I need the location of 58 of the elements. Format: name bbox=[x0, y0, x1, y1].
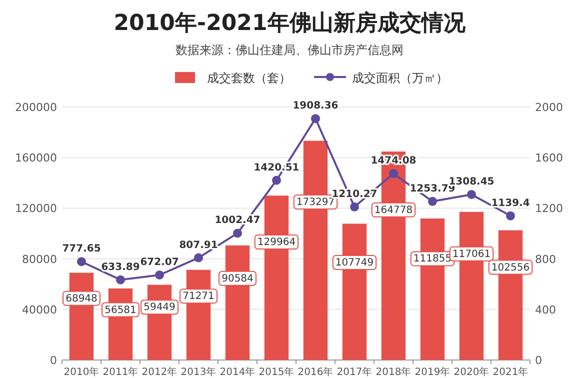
point bbox=[467, 190, 476, 199]
data-label: 807.91 bbox=[179, 240, 218, 251]
data-label: 102556 bbox=[491, 262, 530, 274]
data-label: 672.07 bbox=[140, 256, 179, 268]
point bbox=[155, 270, 164, 280]
y-tick-label: 120000 bbox=[15, 202, 57, 216]
data-label: 129964 bbox=[257, 236, 296, 248]
y-tick-label: 40000 bbox=[22, 303, 57, 316]
data-label: 777.65 bbox=[62, 244, 101, 255]
x-tick-label: 2015年 bbox=[258, 366, 294, 378]
data-label: 107749 bbox=[335, 258, 374, 268]
legend-label: 成交面积（万㎡） bbox=[352, 71, 448, 85]
x-tick-label: 2011年 bbox=[102, 366, 138, 378]
y-tick-label: 160000 bbox=[15, 152, 57, 165]
data-label: 173297 bbox=[296, 196, 335, 208]
x-tick-label: 2018年 bbox=[376, 366, 412, 378]
x-tick-label: 2014年 bbox=[220, 366, 256, 378]
data-label: 111855 bbox=[413, 254, 452, 265]
data-label: 68948 bbox=[66, 293, 98, 304]
point bbox=[233, 228, 242, 238]
legend-label: 成交套数（套） bbox=[207, 71, 291, 85]
point bbox=[272, 176, 281, 185]
point bbox=[389, 169, 398, 178]
data-label: 56581 bbox=[104, 304, 136, 316]
x-tick-label: 2010年 bbox=[64, 366, 100, 378]
y2-tick-label: 1600 bbox=[535, 152, 563, 165]
point bbox=[194, 253, 203, 262]
x-tick-label: 2017年 bbox=[336, 366, 372, 378]
x-tick-label: 2013年 bbox=[180, 366, 216, 378]
point bbox=[311, 114, 320, 124]
x-tick-label: 2021年 bbox=[492, 366, 528, 378]
point bbox=[77, 257, 86, 266]
x-tick-label: 2020年 bbox=[454, 366, 490, 378]
data-label: 59449 bbox=[144, 302, 176, 314]
chart-title: 2010年-2021年佛山新房成交情况 bbox=[114, 10, 466, 36]
y2-tick-label: 1200 bbox=[535, 202, 563, 216]
x-tick-label: 2019年 bbox=[414, 366, 450, 378]
point bbox=[350, 202, 359, 212]
data-label: 1908.36 bbox=[292, 100, 338, 112]
data-label: 1139.4 bbox=[491, 198, 530, 209]
y2-tick-label: 800 bbox=[535, 252, 556, 266]
point bbox=[506, 211, 515, 220]
y2-tick-label: 400 bbox=[535, 303, 556, 316]
data-label: 90584 bbox=[222, 273, 254, 284]
data-label: 633.89 bbox=[101, 262, 140, 273]
data-label: 71271 bbox=[182, 291, 214, 302]
y-tick-label: 200000 bbox=[15, 101, 57, 114]
y-tick-label: 0 bbox=[50, 354, 57, 367]
chart-subtitle: 数据来源：佛山住建局、佛山市房产信息网 bbox=[176, 43, 404, 57]
point bbox=[116, 275, 125, 284]
y2-tick-label: 0 bbox=[535, 354, 542, 367]
data-label: 164778 bbox=[374, 204, 413, 216]
data-label: 117061 bbox=[452, 248, 491, 260]
x-tick-label: 2016年 bbox=[298, 366, 334, 378]
y2-tick-label: 2000 bbox=[535, 101, 563, 114]
x-tick-label: 2012年 bbox=[142, 366, 178, 378]
point bbox=[428, 196, 437, 206]
y-tick-label: 80000 bbox=[22, 252, 57, 266]
